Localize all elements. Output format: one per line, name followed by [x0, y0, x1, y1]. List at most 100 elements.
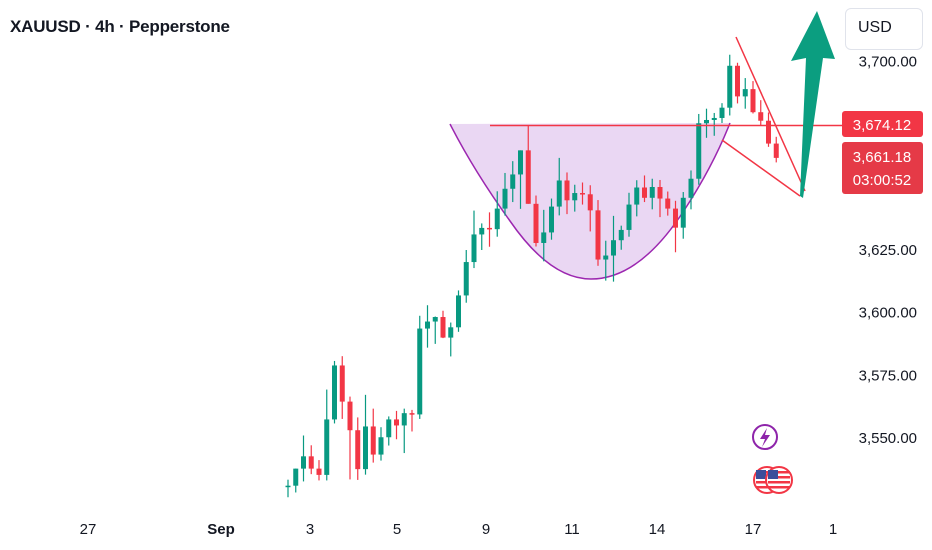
candle[interactable] — [688, 170, 694, 210]
candle[interactable] — [463, 250, 469, 303]
candle[interactable] — [440, 310, 446, 339]
candle[interactable] — [556, 157, 562, 216]
candle-body — [332, 365, 337, 420]
candle[interactable] — [665, 191, 671, 216]
candle[interactable] — [587, 185, 593, 232]
candle[interactable] — [642, 175, 647, 203]
candle-body — [618, 229, 624, 241]
candle[interactable] — [355, 417, 361, 480]
x-tick-label: 3 — [306, 521, 314, 538]
candle[interactable] — [370, 408, 376, 463]
candle[interactable] — [549, 198, 554, 240]
candle-body — [347, 401, 353, 431]
candle-body — [580, 193, 585, 195]
candle[interactable] — [502, 172, 508, 216]
candle[interactable] — [293, 468, 299, 493]
us-flag-icon[interactable] — [765, 466, 793, 494]
candle[interactable] — [409, 409, 415, 432]
candle[interactable] — [448, 322, 454, 357]
candle[interactable] — [363, 394, 368, 475]
candle-body — [711, 117, 717, 120]
candle[interactable] — [339, 356, 345, 419]
candle[interactable] — [541, 209, 547, 262]
candle-body — [394, 419, 399, 426]
candle[interactable] — [324, 389, 330, 481]
candle[interactable] — [735, 62, 740, 104]
candle-body — [727, 65, 733, 108]
candle[interactable] — [487, 212, 492, 247]
candle[interactable] — [518, 150, 523, 209]
candle[interactable] — [510, 161, 516, 203]
candle-body — [549, 206, 554, 233]
candle[interactable] — [618, 225, 624, 250]
candle[interactable] — [673, 200, 678, 253]
candle-body — [432, 317, 438, 322]
candle[interactable] — [750, 81, 756, 114]
candle[interactable] — [525, 125, 531, 204]
candle[interactable] — [680, 192, 686, 239]
candle[interactable] — [572, 184, 578, 212]
candle-body — [572, 193, 578, 201]
candle[interactable] — [711, 112, 717, 136]
wedge-lower-line[interactable] — [721, 139, 801, 197]
candle[interactable] — [634, 180, 640, 217]
candle[interactable] — [603, 240, 609, 281]
candle-body — [378, 437, 384, 455]
candle[interactable] — [347, 396, 353, 480]
candle-body — [293, 468, 299, 486]
candle-body — [611, 240, 616, 256]
resistance-price-badge — [842, 111, 923, 137]
candle[interactable] — [285, 479, 291, 498]
x-tick-label: 17 — [745, 521, 762, 538]
candle[interactable] — [417, 315, 423, 419]
candle[interactable] — [479, 223, 485, 251]
x-tick-label: Sep — [207, 521, 235, 538]
x-tick-label: 1 — [829, 521, 837, 538]
candle[interactable] — [704, 108, 709, 138]
candle-body — [665, 198, 671, 209]
candle[interactable] — [657, 179, 663, 218]
candle[interactable] — [316, 460, 322, 481]
candle[interactable] — [332, 360, 337, 424]
resistance-price-label: 3,674.12 — [853, 117, 911, 134]
candle-body — [642, 187, 647, 198]
currency-button[interactable]: USD — [845, 8, 923, 50]
x-tick-label: 27 — [80, 521, 97, 538]
candle[interactable] — [386, 416, 392, 446]
candle[interactable] — [758, 100, 764, 126]
candle[interactable] — [611, 215, 616, 282]
candle-body — [316, 468, 322, 475]
candle[interactable] — [727, 54, 733, 116]
wedge-upper-line[interactable] — [735, 36, 806, 192]
candle[interactable] — [378, 427, 384, 461]
candle[interactable] — [394, 410, 399, 440]
candle-body — [440, 317, 446, 338]
candle[interactable] — [471, 210, 477, 269]
candle-body — [456, 295, 461, 328]
candle[interactable] — [719, 103, 725, 123]
lightning-icon[interactable] — [752, 424, 778, 450]
candle[interactable] — [533, 195, 539, 247]
candle[interactable] — [301, 435, 306, 482]
candle[interactable] — [564, 172, 570, 215]
candle-body — [425, 321, 430, 329]
candle[interactable] — [742, 78, 748, 109]
candle[interactable] — [595, 200, 601, 266]
candle[interactable] — [580, 182, 585, 205]
candle[interactable] — [494, 191, 500, 237]
chart-title: XAUUSD · 4h · Pepperstone — [10, 17, 230, 36]
candle[interactable] — [308, 445, 314, 475]
candle[interactable] — [456, 290, 461, 332]
candle[interactable] — [696, 113, 702, 185]
candle[interactable] — [649, 178, 655, 210]
candle-body — [487, 227, 492, 230]
candle[interactable] — [432, 316, 438, 344]
candle[interactable] — [766, 112, 771, 147]
candle-body — [518, 150, 523, 175]
candle[interactable] — [626, 192, 632, 237]
candle[interactable] — [425, 305, 430, 348]
candle[interactable] — [401, 408, 407, 454]
candle[interactable] — [773, 136, 779, 163]
